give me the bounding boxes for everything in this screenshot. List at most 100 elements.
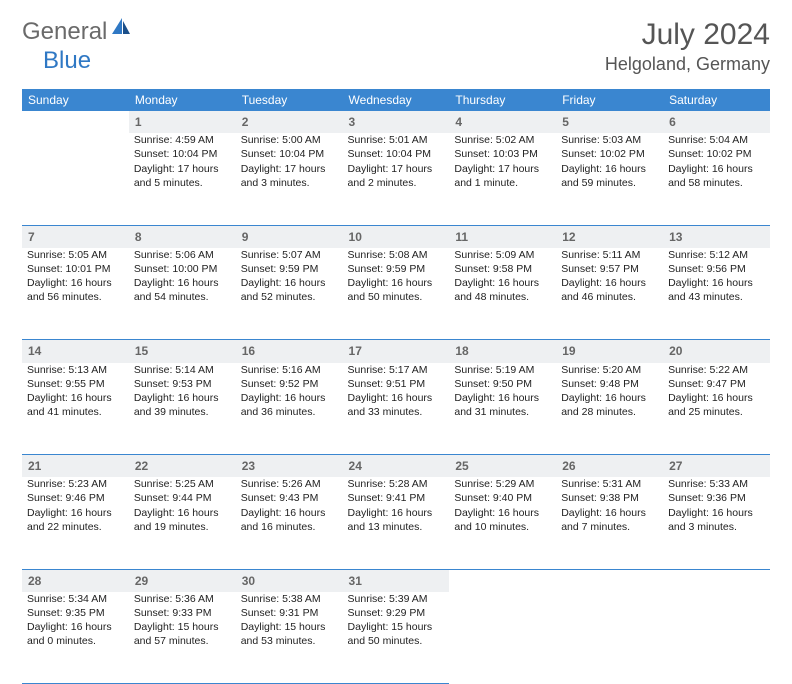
day-cell: [22, 133, 129, 225]
day-cell: Sunrise: 5:28 AM Sunset: 9:41 PM Dayligh…: [343, 477, 450, 569]
day-number: 15: [129, 340, 236, 363]
content-row: Sunrise: 5:34 AM Sunset: 9:35 PM Dayligh…: [22, 592, 770, 684]
day-cell: Sunrise: 5:01 AM Sunset: 10:04 PM Daylig…: [343, 133, 450, 225]
day-cell-text: Sunrise: 5:11 AM Sunset: 9:57 PM Dayligh…: [561, 248, 658, 305]
day-number: [556, 569, 663, 592]
logo-sail-icon: [110, 16, 132, 41]
day-cell-text: Sunrise: 5:25 AM Sunset: 9:44 PM Dayligh…: [134, 477, 231, 534]
day-cell: Sunrise: 5:34 AM Sunset: 9:35 PM Dayligh…: [22, 592, 129, 684]
day-cell-text: Sunrise: 5:02 AM Sunset: 10:03 PM Daylig…: [454, 133, 551, 190]
day-cell: Sunrise: 5:31 AM Sunset: 9:38 PM Dayligh…: [556, 477, 663, 569]
day-number: 7: [22, 225, 129, 248]
title-block: July 2024 Helgoland, Germany: [605, 18, 770, 75]
daynum-row: 21222324252627: [22, 455, 770, 478]
daynum-row: 28293031: [22, 569, 770, 592]
day-cell-text: Sunrise: 5:13 AM Sunset: 9:55 PM Dayligh…: [27, 363, 124, 420]
day-number: 26: [556, 455, 663, 478]
day-cell-text: Sunrise: 5:23 AM Sunset: 9:46 PM Dayligh…: [27, 477, 124, 534]
day-cell-text: Sunrise: 5:20 AM Sunset: 9:48 PM Dayligh…: [561, 363, 658, 420]
day-cell: Sunrise: 5:38 AM Sunset: 9:31 PM Dayligh…: [236, 592, 343, 684]
weekday-header: Thursday: [449, 89, 556, 111]
day-number: 20: [663, 340, 770, 363]
day-number: 18: [449, 340, 556, 363]
day-cell-text: Sunrise: 5:07 AM Sunset: 9:59 PM Dayligh…: [241, 248, 338, 305]
day-cell: Sunrise: 5:36 AM Sunset: 9:33 PM Dayligh…: [129, 592, 236, 684]
day-number: 10: [343, 225, 450, 248]
day-cell-text: Sunrise: 5:26 AM Sunset: 9:43 PM Dayligh…: [241, 477, 338, 534]
logo-blue-wrap: Blue: [42, 47, 91, 75]
day-number: 13: [663, 225, 770, 248]
day-cell-text: Sunrise: 5:03 AM Sunset: 10:02 PM Daylig…: [561, 133, 658, 190]
weekday-header-row: SundayMondayTuesdayWednesdayThursdayFrid…: [22, 89, 770, 111]
location: Helgoland, Germany: [605, 54, 770, 75]
day-cell-text: Sunrise: 5:28 AM Sunset: 9:41 PM Dayligh…: [348, 477, 445, 534]
daynum-row: 123456: [22, 111, 770, 133]
logo-text-blue: Blue: [43, 47, 91, 74]
day-cell: Sunrise: 5:17 AM Sunset: 9:51 PM Dayligh…: [343, 363, 450, 455]
month-title: July 2024: [605, 18, 770, 52]
day-number: 24: [343, 455, 450, 478]
day-cell-text: Sunrise: 5:00 AM Sunset: 10:04 PM Daylig…: [241, 133, 338, 190]
day-cell: Sunrise: 5:14 AM Sunset: 9:53 PM Dayligh…: [129, 363, 236, 455]
day-number: 28: [22, 569, 129, 592]
day-number: 17: [343, 340, 450, 363]
day-number: 19: [556, 340, 663, 363]
weekday-header: Monday: [129, 89, 236, 111]
logo: General: [22, 18, 132, 46]
content-row: Sunrise: 4:59 AM Sunset: 10:04 PM Daylig…: [22, 133, 770, 225]
content-row: Sunrise: 5:05 AM Sunset: 10:01 PM Daylig…: [22, 248, 770, 340]
day-cell-text: Sunrise: 5:08 AM Sunset: 9:59 PM Dayligh…: [348, 248, 445, 305]
day-number: 8: [129, 225, 236, 248]
day-cell-text: Sunrise: 5:14 AM Sunset: 9:53 PM Dayligh…: [134, 363, 231, 420]
day-cell: Sunrise: 5:11 AM Sunset: 9:57 PM Dayligh…: [556, 248, 663, 340]
weekday-header: Tuesday: [236, 89, 343, 111]
day-cell-text: Sunrise: 5:22 AM Sunset: 9:47 PM Dayligh…: [668, 363, 765, 420]
day-cell-text: Sunrise: 5:34 AM Sunset: 9:35 PM Dayligh…: [27, 592, 124, 649]
day-cell-text: Sunrise: 5:33 AM Sunset: 9:36 PM Dayligh…: [668, 477, 765, 534]
day-cell: Sunrise: 5:00 AM Sunset: 10:04 PM Daylig…: [236, 133, 343, 225]
day-number: 21: [22, 455, 129, 478]
day-cell: Sunrise: 5:07 AM Sunset: 9:59 PM Dayligh…: [236, 248, 343, 340]
weekday-header: Friday: [556, 89, 663, 111]
day-number: 22: [129, 455, 236, 478]
day-cell-text: Sunrise: 5:09 AM Sunset: 9:58 PM Dayligh…: [454, 248, 551, 305]
day-cell: Sunrise: 5:09 AM Sunset: 9:58 PM Dayligh…: [449, 248, 556, 340]
day-cell: Sunrise: 5:20 AM Sunset: 9:48 PM Dayligh…: [556, 363, 663, 455]
day-cell: Sunrise: 5:08 AM Sunset: 9:59 PM Dayligh…: [343, 248, 450, 340]
day-number: 16: [236, 340, 343, 363]
day-number: [663, 569, 770, 592]
day-cell: [449, 592, 556, 684]
day-cell-text: Sunrise: 5:12 AM Sunset: 9:56 PM Dayligh…: [668, 248, 765, 305]
weekday-header: Wednesday: [343, 89, 450, 111]
day-cell: Sunrise: 5:12 AM Sunset: 9:56 PM Dayligh…: [663, 248, 770, 340]
day-number: 3: [343, 111, 450, 133]
day-number: 31: [343, 569, 450, 592]
day-number: 2: [236, 111, 343, 133]
daynum-row: 78910111213: [22, 225, 770, 248]
day-cell: Sunrise: 5:23 AM Sunset: 9:46 PM Dayligh…: [22, 477, 129, 569]
day-number: 30: [236, 569, 343, 592]
day-cell-text: Sunrise: 5:06 AM Sunset: 10:00 PM Daylig…: [134, 248, 231, 305]
day-cell-text: Sunrise: 5:01 AM Sunset: 10:04 PM Daylig…: [348, 133, 445, 190]
day-number: 14: [22, 340, 129, 363]
content-row: Sunrise: 5:23 AM Sunset: 9:46 PM Dayligh…: [22, 477, 770, 569]
day-cell-text: Sunrise: 5:04 AM Sunset: 10:02 PM Daylig…: [668, 133, 765, 190]
day-number: 1: [129, 111, 236, 133]
day-number: 5: [556, 111, 663, 133]
day-number: 25: [449, 455, 556, 478]
day-number: 4: [449, 111, 556, 133]
day-cell-text: Sunrise: 5:39 AM Sunset: 9:29 PM Dayligh…: [348, 592, 445, 649]
weekday-header: Saturday: [663, 89, 770, 111]
day-cell: Sunrise: 5:19 AM Sunset: 9:50 PM Dayligh…: [449, 363, 556, 455]
day-cell: Sunrise: 5:26 AM Sunset: 9:43 PM Dayligh…: [236, 477, 343, 569]
day-cell: [556, 592, 663, 684]
day-cell: Sunrise: 5:06 AM Sunset: 10:00 PM Daylig…: [129, 248, 236, 340]
day-number: 27: [663, 455, 770, 478]
day-number: 12: [556, 225, 663, 248]
day-cell: Sunrise: 5:13 AM Sunset: 9:55 PM Dayligh…: [22, 363, 129, 455]
day-cell-text: Sunrise: 4:59 AM Sunset: 10:04 PM Daylig…: [134, 133, 231, 190]
day-number: 29: [129, 569, 236, 592]
day-cell: [663, 592, 770, 684]
day-number: 23: [236, 455, 343, 478]
day-cell: Sunrise: 5:02 AM Sunset: 10:03 PM Daylig…: [449, 133, 556, 225]
